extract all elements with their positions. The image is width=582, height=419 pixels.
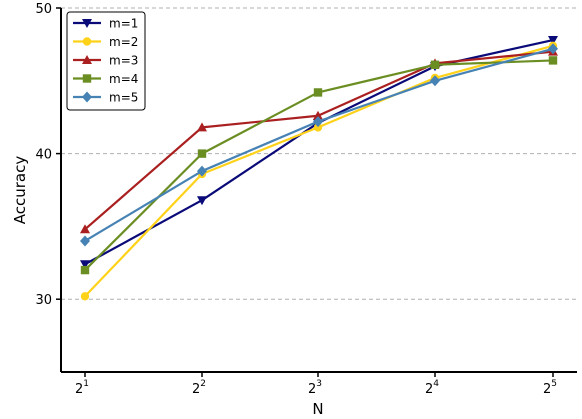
data-point-m=3-2 (197, 122, 207, 132)
legend-label-m=1: m=1 (109, 17, 138, 31)
x-tick-exponent-4: 4 (433, 379, 439, 389)
series-line-m=3 (84, 50, 554, 231)
data-point-m=4-2 (197, 149, 207, 158)
data-point-m=4-1 (80, 265, 90, 275)
legend-label-m=5: m=5 (109, 91, 138, 105)
x-tick-label-3: 23 (308, 379, 322, 397)
legend-label-m=3: m=3 (109, 54, 138, 68)
data-point-m=5-3 (313, 116, 323, 128)
y-axis-title: Accuracy (11, 156, 29, 225)
data-point-m=1-5 (548, 36, 558, 46)
series-m=1 (80, 36, 558, 270)
x-tick-label-4: 24 (425, 379, 439, 397)
series-m=5 (80, 43, 558, 247)
data-point-m=3-1 (80, 224, 90, 234)
legend-item-m=3: m=3 (73, 54, 138, 68)
x-tick-label-5: 25 (543, 379, 557, 397)
data-point-m=1-2 (197, 196, 207, 206)
data-point-m=4-5 (548, 56, 558, 65)
grid-lines (61, 7, 577, 300)
data-point-m=3-3 (313, 110, 323, 120)
series-line-m=5 (84, 47, 554, 242)
data-point-m=5-4 (430, 75, 440, 87)
x-tick-exponent-5: 5 (551, 379, 557, 389)
legend-label-m=4: m=4 (109, 72, 138, 86)
series-line-m=2 (84, 44, 554, 298)
y-tick-label-50: 50 (35, 2, 52, 17)
data-point-m=5-5 (548, 43, 558, 55)
legend-label-m=2: m=2 (109, 35, 138, 49)
legend-item-m=2: m=2 (73, 35, 138, 49)
series-line-m=1 (84, 38, 554, 266)
x-tick-exponent-2: 2 (200, 379, 206, 389)
data-point-m=2-1 (80, 292, 90, 301)
data-point-m=5-2 (197, 165, 207, 177)
legend-item-m=1: m=1 (73, 17, 138, 31)
x-tick-label-2: 22 (192, 379, 206, 397)
data-point-m=2-3 (313, 123, 323, 132)
x-tick-label-1: 21 (75, 379, 89, 397)
series-layer (80, 36, 558, 301)
x-tick-exponent-1: 1 (83, 379, 89, 389)
legend-box (66, 11, 146, 111)
data-point-m=1-1 (80, 260, 90, 270)
legend: m=1 m=2 m=3 m=4 m=5 (66, 11, 146, 111)
legend-marker-m=4 (82, 74, 92, 83)
series-m=4 (80, 56, 558, 275)
legend-item-m=4: m=4 (73, 72, 138, 86)
legend-marker-m=1 (82, 19, 92, 28)
legend-marker-m=3 (82, 55, 92, 64)
x-tick-exponent-3: 3 (316, 379, 322, 389)
y-tick-label-30: 30 (35, 293, 52, 308)
data-point-m=5-1 (80, 235, 90, 247)
legend-item-m=5: m=5 (73, 91, 138, 105)
data-point-m=4-3 (313, 88, 323, 97)
series-m=3 (80, 46, 558, 234)
y-tick-label-40: 40 (35, 148, 52, 163)
legend-marker-m=2 (82, 37, 92, 46)
axes (60, 8, 577, 373)
x-axis-title: N (312, 400, 323, 418)
data-point-m=4-4 (430, 60, 440, 69)
legend-marker-m=5 (82, 91, 92, 103)
